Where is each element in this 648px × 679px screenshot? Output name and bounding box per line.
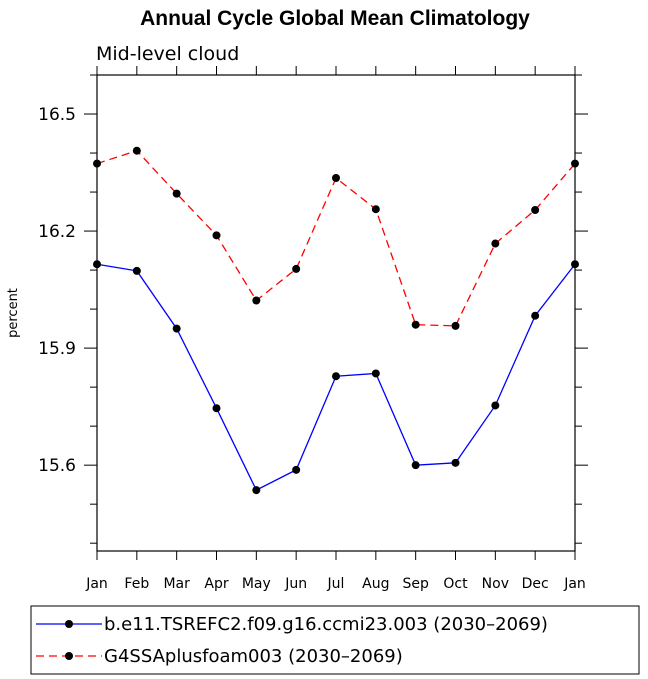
data-point (451, 458, 460, 467)
chart-title: Annual Cycle Global Mean Climatology (140, 7, 530, 30)
data-point (93, 159, 101, 168)
legend-marker (65, 652, 73, 660)
legend-box (30, 605, 640, 675)
data-point (571, 260, 579, 269)
data-point (132, 146, 141, 155)
data-point (491, 401, 500, 410)
y-tick-label: 15.6 (38, 456, 76, 476)
x-tick-label: Sep (402, 576, 429, 592)
y-axis-label: percent (6, 288, 21, 338)
plot-frame (96, 74, 576, 552)
data-point (172, 324, 181, 333)
x-tick-label: Nov (482, 576, 509, 592)
x-tick-label: Jul (327, 576, 345, 592)
data-point (292, 465, 301, 474)
data-point (371, 205, 380, 214)
plot-area: Jan Feb Mar Apr May Jun Jul Aug Sep Oct Nov Dec Jan 1… (38, 66, 588, 592)
data-point (292, 264, 301, 273)
data-point (252, 486, 261, 495)
y-tick-label: 16.5 (38, 105, 76, 125)
data-point (451, 321, 460, 330)
data-point (371, 369, 380, 378)
data-point (491, 239, 500, 248)
legend: b.e11.TSREFC2.f09.g16.ccmi23.003 (2030–2… (30, 605, 640, 675)
data-point (172, 189, 181, 198)
x-tick-label: Jan (85, 576, 108, 592)
data-point (93, 260, 101, 269)
x-tick-label: Jun (284, 576, 307, 592)
data-point (531, 311, 540, 320)
legend-label: G4SSAplusfoam003 (2030–2069) (104, 646, 403, 667)
x-tick-label: Apr (204, 576, 228, 592)
x-tick-label: Mar (163, 576, 190, 592)
y-tick-label: 16.2 (38, 222, 76, 242)
x-tick-label: Jan (563, 576, 586, 592)
data-point (212, 404, 221, 413)
data-point (252, 296, 261, 305)
x-tick-label: Dec (522, 576, 549, 592)
legend-label: b.e11.TSREFC2.f09.g16.ccmi23.003 (2030–2… (104, 614, 548, 635)
x-tick-label: Aug (362, 576, 389, 592)
data-point (332, 174, 340, 183)
data-point (411, 320, 420, 329)
data-point (411, 461, 420, 470)
data-point (212, 231, 221, 240)
y-tick-label: 15.9 (38, 339, 76, 359)
data-point (132, 266, 141, 275)
data-point (571, 159, 579, 168)
x-tick-label: May (242, 576, 271, 592)
data-point (332, 372, 340, 381)
x-tick-label: Oct (443, 576, 468, 592)
legend-marker (65, 620, 73, 628)
data-point (531, 205, 540, 214)
x-tick-label: Feb (124, 576, 149, 592)
chart-subtitle: Mid-level cloud (96, 43, 239, 65)
